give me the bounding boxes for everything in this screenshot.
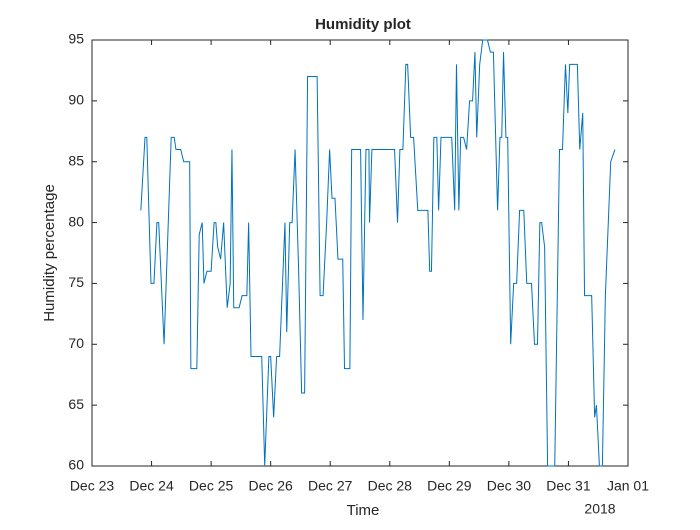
axes-box [91, 39, 629, 467]
x-tick-label: Dec 30 [487, 478, 532, 494]
x-tick-label: Dec 28 [368, 478, 413, 494]
y-tick-label: 90 [68, 92, 84, 108]
chart-title: Humidity plot [315, 16, 411, 33]
x-tick-label: Dec 23 [70, 478, 115, 494]
y-tick-label: 95 [68, 31, 84, 47]
x-tick-label: Dec 25 [189, 478, 234, 494]
y-tick-label: 70 [68, 335, 84, 351]
y-axis-label: Humidity percentage [41, 184, 58, 322]
x-tick-label: Dec 29 [427, 478, 472, 494]
y-tick-label: 65 [68, 396, 84, 412]
x-axis-label: Time [347, 502, 380, 519]
y-tick-label: 85 [68, 152, 84, 168]
x-tick-label: Dec 26 [248, 478, 293, 494]
x-tick-label: Dec 27 [308, 478, 353, 494]
year-annotation: 2018 [584, 501, 615, 517]
x-tick-label: Dec 31 [546, 478, 591, 494]
data-line [140, 39, 616, 467]
y-tick-label: 80 [68, 213, 84, 229]
y-tick-label: 60 [68, 457, 84, 473]
x-tick-label: Jan 01 [607, 478, 649, 494]
y-tick-label: 75 [68, 274, 84, 290]
x-tick-label: Dec 24 [129, 478, 174, 494]
